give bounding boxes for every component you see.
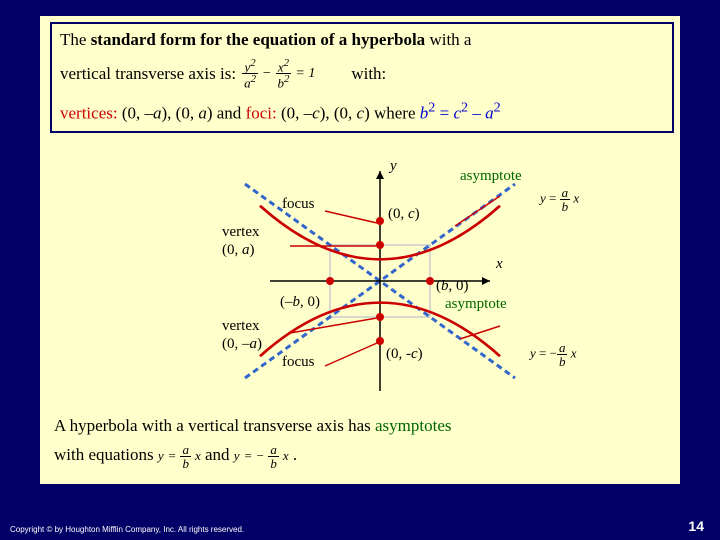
focus-mc-coord: (0, -c) — [386, 346, 423, 363]
bottom-text: A hyperbola with a vertical transverse a… — [54, 412, 666, 470]
vertex-label-top: vertex — [222, 224, 259, 241]
bold-term: standard form for the equation of a hype… — [91, 30, 426, 49]
page-number: 14 — [688, 518, 704, 534]
txt: vertical transverse axis is: — [60, 64, 236, 84]
content-box: The standard form for the equation of a … — [38, 14, 682, 486]
definition-box: The standard form for the equation of a … — [50, 22, 674, 133]
asymptote-label-top: asymptote — [460, 168, 522, 185]
vertices-label: vertices: — [60, 103, 118, 122]
focus-label-top: focus — [282, 196, 315, 213]
y-axis-label: y — [390, 158, 397, 175]
graph-area: y x focus (0, c) vertex (0, a) (–b, 0) (… — [160, 156, 600, 406]
neg-b-coord: (–b, 0) — [280, 294, 320, 311]
line1: The standard form for the equation of a … — [60, 30, 664, 50]
frac: x2b2 — [275, 58, 291, 90]
line2: vertical transverse axis is: y2a2 − x2b2… — [60, 58, 664, 90]
x-axis-label: x — [496, 256, 503, 273]
line3: vertices: (0, –a), (0, a) and foci: (0, … — [60, 100, 664, 124]
txt: The — [60, 30, 91, 49]
equation: y2a2 − x2b2 = 1 — [242, 58, 315, 90]
foci-label: foci: — [246, 103, 277, 122]
asym-eq-neg: y = −ab x — [530, 341, 576, 368]
pos-b-coord: (b, 0) — [436, 278, 469, 295]
hyperbola-graph — [160, 156, 600, 406]
asym-eq-pos: y = ab x — [540, 186, 579, 213]
eq1: y=abx — [158, 443, 201, 470]
vertex-label-bot: vertex — [222, 318, 259, 335]
copyright-text: Copyright © by Houghton Mifflin Company,… — [10, 525, 244, 534]
frac: y2a2 — [242, 58, 258, 90]
vertex-bot-coord: (0, –a) — [222, 336, 262, 353]
txt: with: — [351, 64, 386, 84]
txt: with a — [425, 30, 471, 49]
asymptotes-term: asymptotes — [375, 416, 452, 435]
asymptote-label-bot: asymptote — [445, 296, 507, 313]
vertex-top-coord: (0, a) — [222, 242, 255, 259]
focus-c-coord: (0, c) — [388, 206, 420, 223]
focus-label-bot: focus — [282, 354, 315, 371]
eq2: y= −abx — [234, 443, 289, 470]
